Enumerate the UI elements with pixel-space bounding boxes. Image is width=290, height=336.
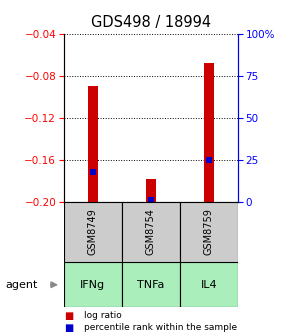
Bar bbox=[64, 262, 122, 307]
Text: log ratio: log ratio bbox=[84, 311, 122, 320]
Text: IFNg: IFNg bbox=[80, 280, 105, 290]
Text: agent: agent bbox=[6, 280, 38, 290]
Bar bbox=[180, 202, 238, 262]
Text: percentile rank within the sample: percentile rank within the sample bbox=[84, 323, 237, 332]
Bar bbox=[146, 178, 156, 202]
Bar bbox=[64, 202, 122, 262]
Bar bbox=[122, 262, 180, 307]
Bar bbox=[180, 262, 238, 307]
Text: ■: ■ bbox=[64, 323, 73, 333]
Text: IL4: IL4 bbox=[200, 280, 217, 290]
Bar bbox=[88, 86, 98, 202]
Text: GSM8749: GSM8749 bbox=[88, 208, 98, 255]
Text: GDS498 / 18994: GDS498 / 18994 bbox=[91, 15, 211, 30]
Text: ■: ■ bbox=[64, 311, 73, 321]
Text: TNFa: TNFa bbox=[137, 280, 164, 290]
Text: GSM8754: GSM8754 bbox=[146, 208, 156, 255]
Bar bbox=[122, 202, 180, 262]
Bar bbox=[204, 63, 214, 202]
Text: GSM8759: GSM8759 bbox=[204, 208, 214, 255]
